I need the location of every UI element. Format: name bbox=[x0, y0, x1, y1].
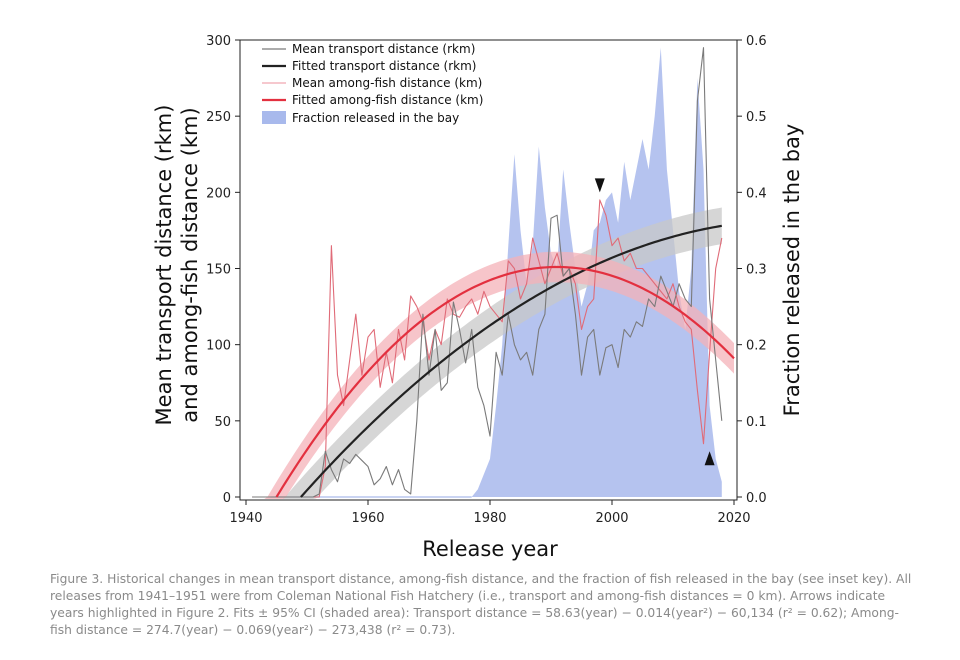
y-left-axis-label-line2: and among-fish distance (km) bbox=[178, 107, 202, 422]
y-left-tick-label: 0 bbox=[223, 491, 231, 506]
plot-frame bbox=[239, 39, 738, 501]
legend-swatch-bay-fraction bbox=[262, 111, 286, 124]
y-left-tick-label: 150 bbox=[206, 263, 231, 278]
x-axis-ticks: 1940 1960 1980 2000 2020 bbox=[229, 500, 751, 526]
highlight-arrows-layer bbox=[594, 178, 715, 466]
x-axis-label: Release year bbox=[422, 537, 558, 561]
fitted-among-fish-curve bbox=[275, 265, 735, 498]
x-tick-label: 1940 bbox=[229, 511, 262, 526]
y-right-tick-label: 0.1 bbox=[746, 415, 767, 430]
legend-label-mean-among: Mean among-fish distance (km) bbox=[292, 76, 482, 90]
y-left-tick-label: 300 bbox=[206, 34, 231, 49]
fitted-curve-layer bbox=[275, 224, 735, 498]
mean-series-layer bbox=[252, 47, 723, 498]
x-tick-label: 2000 bbox=[595, 511, 628, 526]
y-right-tick-label: 0.0 bbox=[746, 491, 767, 506]
fitted-transport-curve bbox=[300, 224, 722, 498]
y-right-axis-label: Fraction released in the bay bbox=[780, 124, 804, 417]
legend-label-bay-fraction: Fraction released in the bay bbox=[292, 111, 459, 125]
y-left-axis-label-line1: Mean transport distance (rkm) bbox=[152, 105, 176, 426]
figure-caption: Figure 3. Historical changes in mean tra… bbox=[50, 572, 912, 637]
legend-label-fitted-transport: Fitted transport distance (rkm) bbox=[292, 59, 476, 73]
chart-figure: 1940 1960 1980 2000 2020 050100150200250300 … bbox=[152, 34, 804, 561]
y-right-tick-label: 0.3 bbox=[746, 263, 767, 278]
mean-among-fish-line bbox=[252, 199, 723, 498]
legend: Mean transport distance (rkm) Fitted tra… bbox=[262, 42, 483, 125]
y-right-tick-label: 0.2 bbox=[746, 339, 767, 354]
x-tick-label: 2020 bbox=[717, 511, 750, 526]
highlight-arrow-2 bbox=[704, 451, 715, 466]
y-left-tick-label: 200 bbox=[206, 186, 231, 201]
legend-label-mean-transport: Mean transport distance (rkm) bbox=[292, 42, 475, 56]
y-right-tick-label: 0.6 bbox=[746, 34, 767, 49]
y-right-tick-label: 0.5 bbox=[746, 110, 767, 125]
mean-transport-line bbox=[252, 47, 723, 498]
x-tick-label: 1960 bbox=[351, 511, 384, 526]
legend-label-fitted-among: Fitted among-fish distance (km) bbox=[292, 93, 483, 107]
y-left-axis-ticks: 0 50 100 150 200 250 300 bbox=[206, 34, 240, 506]
among-fit-ci-band bbox=[258, 251, 734, 499]
y-left-tick-label: 50 bbox=[214, 415, 231, 430]
y-left-tick-label: 250 bbox=[206, 110, 231, 125]
y-left-tick-label: 100 bbox=[206, 339, 231, 354]
highlight-arrow-1 bbox=[594, 178, 605, 193]
x-tick-label: 1980 bbox=[473, 511, 506, 526]
y-right-tick-label: 0.4 bbox=[746, 186, 767, 201]
y-right-axis-ticks: 0.0 0.1 0.2 0.3 0.4 0.5 0.6 bbox=[737, 34, 767, 506]
